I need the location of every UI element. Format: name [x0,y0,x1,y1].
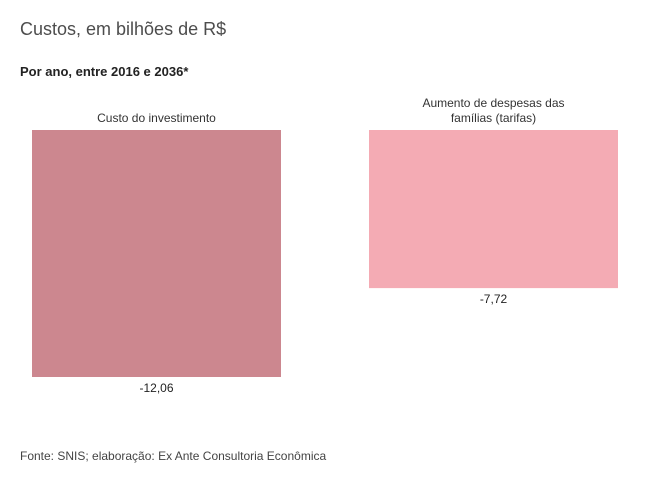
category-label-2: Aumento de despesas das famílias (tarifas… [422,96,564,125]
value-label-1: -12,06 [139,381,173,395]
source-note: Fonte: SNIS; elaboração: Ex Ante Consult… [20,449,327,463]
chart-subtitle: Por ano, entre 2016 e 2036* [20,64,189,79]
bar-2 [369,130,618,289]
value-label-2: -7,72 [480,292,508,306]
category-label-1: Custo do investimento [97,111,216,125]
bar-1 [32,130,281,377]
chart-title: Custos, em bilhões de R$ [20,19,227,39]
